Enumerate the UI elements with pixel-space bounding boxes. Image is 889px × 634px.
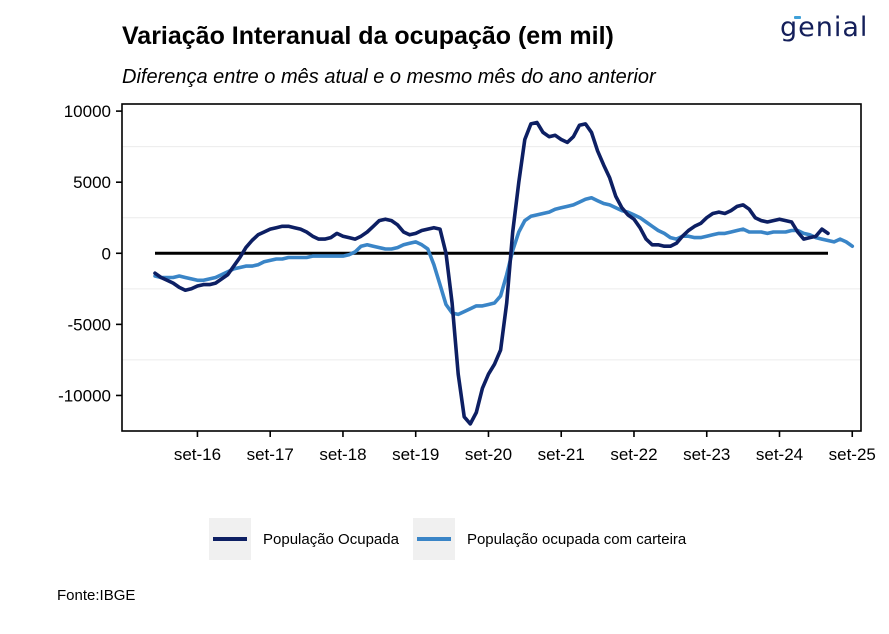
series-line-populacao-ocupada: [153, 120, 830, 426]
x-tick-label: set-23: [683, 445, 730, 464]
chart-title: Variação Interanual da ocupação (em mil): [122, 22, 614, 50]
legend: População Ocupada População ocupada com …: [209, 518, 686, 560]
x-tick-label: set-24: [756, 445, 803, 464]
logo-accent-icon: [794, 16, 801, 19]
y-tick-label: 0: [102, 244, 111, 263]
x-tick-label: set-22: [610, 445, 657, 464]
x-tick-label: set-21: [538, 445, 585, 464]
y-tick-label: 10000: [64, 102, 111, 121]
brand-logo: genial: [780, 12, 868, 43]
series-line-populacao-ocupada-carteira: [153, 196, 855, 317]
y-tick-label: -5000: [68, 315, 111, 334]
plot-border: [121, 103, 862, 432]
x-tick-label: set-18: [319, 445, 366, 464]
legend-key-populacao-ocupada-carteira: [412, 518, 455, 560]
legend-label: População Ocupada: [263, 530, 399, 548]
x-axis: set-16 set-17 set-18 set-19 set-20 set-21 set-…: [174, 431, 876, 464]
source-note: Fonte:IBGE: [57, 587, 136, 604]
legend-label: População ocupada com carteira: [466, 530, 687, 548]
y-axis: 10000 5000 0 -5000 -10000: [58, 102, 122, 405]
x-tick-label: set-16: [174, 445, 221, 464]
legend-item-populacao-ocupada-carteira[interactable]: População ocupada com carteira: [412, 518, 687, 560]
legend-item-populacao-ocupada[interactable]: População Ocupada: [209, 518, 399, 560]
x-tick-label: set-25: [829, 445, 876, 464]
chart-subtitle: Diferença entre o mês atual e o mesmo mê…: [122, 66, 656, 88]
y-tick-label: -10000: [58, 386, 111, 405]
x-tick-label: set-17: [247, 445, 294, 464]
x-tick-label: set-20: [465, 445, 512, 464]
y-tick-label: 5000: [73, 173, 111, 192]
grid-lines: [122, 146, 861, 361]
x-tick-label: set-19: [392, 445, 439, 464]
legend-key-populacao-ocupada: [209, 518, 251, 560]
series-layer: [153, 120, 855, 426]
line-chart: 10000 5000 0 -5000 -10000 set-16 set-17 set-18…: [58, 102, 876, 464]
